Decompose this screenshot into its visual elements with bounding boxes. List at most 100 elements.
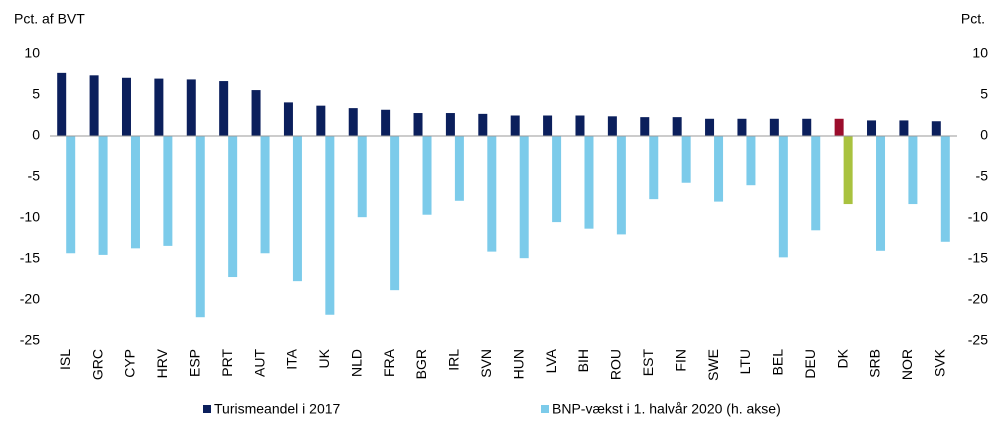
bar — [487, 136, 497, 252]
bar — [292, 136, 302, 282]
bar — [195, 136, 205, 318]
bar — [154, 78, 164, 136]
y2-tick-label: -5 — [976, 168, 989, 184]
bar — [769, 118, 779, 136]
x-tick-label: SVK — [932, 348, 948, 377]
bar — [552, 136, 562, 223]
y2-axis-label: Pct. — [961, 11, 985, 27]
bar — [186, 79, 196, 136]
bar — [98, 136, 108, 255]
bar — [413, 113, 423, 136]
legend-label: BNP-vækst i 1. halvår 2020 (h. akse) — [552, 401, 781, 417]
legend-swatch — [541, 405, 549, 413]
x-tick-label: IRL — [446, 349, 462, 371]
bar — [89, 75, 99, 136]
y2-tick-label: -25 — [968, 332, 988, 348]
bar — [616, 136, 626, 235]
y2-tick-label: -15 — [968, 250, 988, 266]
bar — [908, 136, 918, 205]
x-tick-label: GRC — [89, 349, 105, 380]
bar — [390, 136, 400, 291]
x-tick-label: EST — [640, 349, 656, 377]
bar — [672, 117, 682, 136]
bar — [714, 136, 724, 202]
bar — [251, 90, 261, 136]
x-tick-label: NLD — [348, 349, 364, 377]
x-tick-label: SRB — [867, 349, 883, 378]
bar — [584, 136, 594, 229]
bar — [316, 105, 326, 136]
bar — [681, 136, 691, 183]
bar — [811, 136, 821, 231]
x-tick-label: CYP — [122, 349, 138, 378]
y-tick-label: -5 — [28, 168, 41, 184]
x-tick-label: ISL — [57, 349, 73, 370]
y-tick-label: -10 — [20, 209, 40, 225]
x-tick-label: BGR — [413, 349, 429, 379]
bar — [802, 118, 812, 136]
bar — [130, 136, 140, 249]
bar — [834, 118, 844, 136]
x-tick-label: UK — [316, 348, 332, 368]
bar — [445, 113, 455, 136]
x-tick-label: HRV — [154, 348, 170, 378]
bar — [543, 115, 553, 136]
y-tick-label: -25 — [20, 332, 40, 348]
bar — [519, 136, 529, 259]
x-tick-label: HUN — [510, 349, 526, 379]
bar — [876, 136, 886, 251]
bar — [510, 115, 520, 136]
x-tick-label: ITA — [284, 348, 300, 369]
bar — [899, 120, 909, 136]
x-tick-label: AUT — [251, 349, 267, 377]
x-tick-label: BEL — [770, 349, 786, 376]
y-tick-label: -20 — [20, 291, 40, 307]
bar — [649, 136, 659, 200]
x-tick-label: LVA — [543, 348, 559, 373]
bar — [575, 115, 585, 136]
bar — [357, 136, 367, 218]
x-tick-label: DK — [834, 348, 850, 368]
bar — [640, 117, 650, 136]
bar — [454, 136, 464, 201]
x-tick-label: FIN — [672, 349, 688, 372]
x-tick-label: FRA — [381, 348, 397, 377]
legend-label: Turismeandel i 2017 — [214, 401, 341, 417]
bar — [121, 77, 131, 136]
y2-tick-label: 5 — [980, 86, 988, 102]
bar — [778, 136, 788, 258]
bar — [66, 136, 76, 254]
bar — [705, 118, 715, 136]
x-tick-label: BIH — [575, 349, 591, 372]
y-tick-label: -15 — [20, 250, 40, 266]
x-tick-label: SVN — [478, 349, 494, 378]
bar — [931, 121, 941, 136]
x-tick-label: LTU — [737, 349, 753, 374]
bar — [843, 136, 853, 205]
x-tick-label: PRT — [219, 349, 235, 377]
y2-tick-label: 0 — [980, 127, 988, 143]
y-tick-label: 0 — [32, 127, 40, 143]
bar — [260, 136, 270, 254]
bar — [940, 136, 950, 242]
x-tick-label: NOR — [899, 349, 915, 380]
bar — [737, 118, 747, 136]
bar — [163, 136, 173, 246]
y2-tick-label: -20 — [968, 291, 988, 307]
x-tick-label: ESP — [186, 349, 202, 377]
y-tick-label: 5 — [32, 86, 40, 102]
bar — [478, 113, 488, 136]
x-tick-label: ROU — [608, 349, 624, 380]
y-axis-label: Pct. af BVT — [14, 11, 85, 27]
bar — [746, 136, 756, 186]
x-tick-label: DEU — [802, 349, 818, 379]
legend-swatch — [203, 405, 211, 413]
x-tick-label: SWE — [705, 349, 721, 381]
bar — [607, 116, 617, 136]
bar — [325, 136, 335, 315]
bar — [867, 120, 877, 136]
y2-tick-label: -10 — [968, 209, 988, 225]
bar — [422, 136, 432, 215]
y2-tick-label: 10 — [972, 45, 988, 61]
